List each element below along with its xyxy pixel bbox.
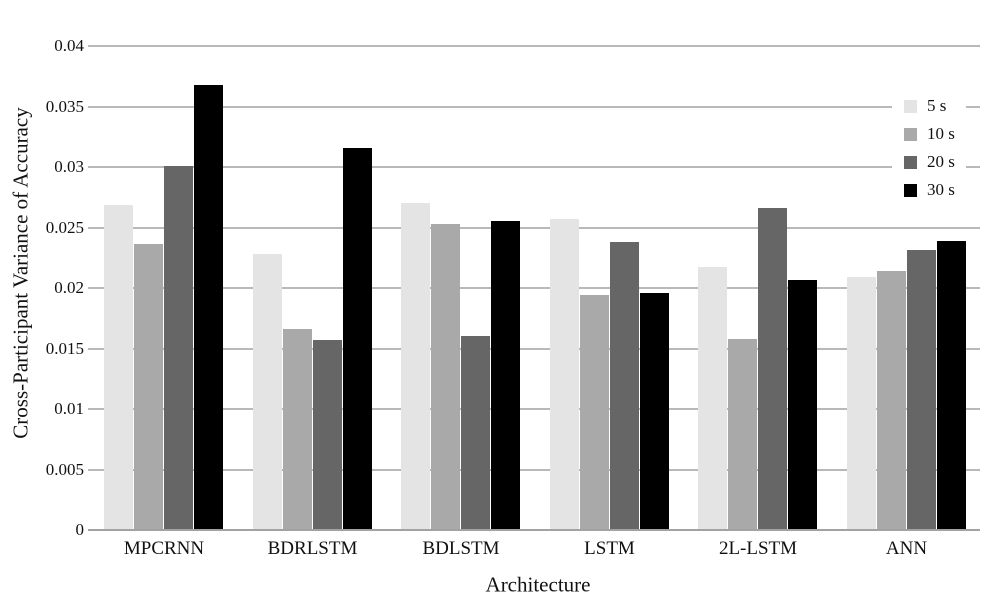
- legend-label: 20 s: [927, 152, 955, 171]
- bar-20s-MPCRNN: [164, 165, 193, 530]
- legend-item: 10 s: [892, 120, 966, 148]
- gridline: [88, 105, 980, 108]
- bar-30s-BDLSTM: [491, 221, 520, 530]
- y-axis-title: Cross-Participant Variance of Accuracy: [8, 107, 33, 439]
- y-tick-label: 0.02: [54, 278, 84, 297]
- gridline: [88, 347, 980, 350]
- x-tick-label-MPCRNN: MPCRNN: [123, 538, 205, 559]
- y-tick-label: 0.035: [45, 96, 84, 116]
- bar-5s-ANN: [846, 277, 876, 530]
- legend-swatch-20s: [904, 155, 917, 169]
- legend-swatch-5s: [904, 99, 917, 113]
- bar-10s-LSTM: [579, 295, 609, 530]
- bar-30s-BDRLSTM: [342, 147, 372, 530]
- bar-10s-MPCRNN: [134, 244, 163, 530]
- legend: 5 s 10 s 20 s 30 s: [892, 90, 966, 206]
- bar-5s-MPCRNN: [104, 204, 133, 530]
- bar-5s-LSTM: [549, 219, 579, 530]
- bar-10s-BDLSTM: [431, 223, 460, 530]
- x-axis-title: Architecture: [485, 572, 591, 597]
- y-tick-label: 0.015: [45, 338, 84, 358]
- gridline: [88, 226, 980, 229]
- gridline: [88, 166, 980, 168]
- x-tick-label-BDLSTM: BDLSTM: [422, 538, 500, 559]
- gridline: [88, 45, 980, 47]
- bar-20s-LSTM: [609, 242, 639, 530]
- bar-20s-BDRLSTM: [312, 340, 342, 530]
- y-tick-label: 0: [75, 520, 85, 539]
- bar-20s-BDLSTM: [461, 336, 490, 530]
- bar-30s-ANN: [936, 240, 966, 530]
- bar-5s-BDRLSTM: [252, 254, 282, 530]
- x-tick-label-BDRLSTM: BDRLSTM: [267, 538, 358, 559]
- bar-20s-ANN: [906, 250, 936, 530]
- x-tick-label-ANN: ANN: [885, 538, 928, 559]
- x-axis-line: [88, 529, 980, 531]
- bar-10s-2L-LSTM: [728, 338, 757, 530]
- gridline: [88, 287, 980, 289]
- legend-label: 5 s: [927, 96, 947, 115]
- bar-5s-BDLSTM: [401, 203, 430, 530]
- gridline: [88, 468, 980, 471]
- bar-30s-MPCRNN: [194, 84, 223, 530]
- bar-30s-2L-LSTM: [788, 279, 817, 530]
- bar-20s-2L-LSTM: [758, 208, 787, 530]
- x-tick-label-2L-LSTM: 2L-LSTM: [718, 538, 798, 559]
- legend-swatch-10s: [904, 127, 917, 141]
- legend-swatch-30s: [904, 183, 917, 197]
- y-tick-label: 0.03: [54, 157, 84, 176]
- y-tick-label: 0.005: [45, 459, 84, 479]
- bar-30s-LSTM: [639, 292, 669, 530]
- gridline: [88, 408, 980, 410]
- y-tick-label: 0.01: [54, 399, 84, 418]
- legend-item: 20 s: [892, 148, 966, 176]
- legend-label: 30 s: [927, 180, 955, 199]
- legend-label: 10 s: [927, 124, 955, 143]
- bar-10s-ANN: [876, 271, 906, 530]
- y-tick-label: 0.04: [54, 36, 84, 55]
- bar-5s-2L-LSTM: [698, 267, 727, 530]
- legend-item: 5 s: [892, 92, 966, 120]
- legend-item: 30 s: [892, 176, 966, 204]
- y-tick-label: 0.025: [45, 217, 84, 237]
- x-tick-label-LSTM: LSTM: [584, 538, 635, 559]
- bar-10s-BDRLSTM: [282, 329, 312, 530]
